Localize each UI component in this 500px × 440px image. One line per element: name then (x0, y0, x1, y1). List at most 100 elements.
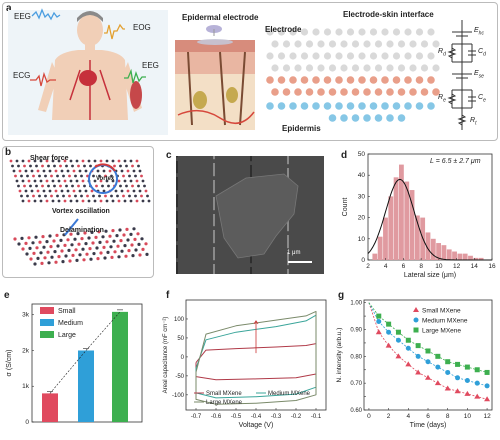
lattice-atom (111, 159, 115, 163)
lattice-atom (26, 194, 29, 198)
sem-texture (287, 236, 289, 238)
lattice-atom (39, 251, 43, 255)
circuit-label-rt: Rt (470, 117, 477, 127)
sem-texture (213, 216, 215, 218)
sem-texture (176, 172, 178, 174)
lattice-atom (93, 159, 97, 163)
lattice-atom (54, 260, 58, 264)
lattice-atom (127, 249, 131, 253)
sem-texture (213, 236, 215, 238)
lattice-atom (140, 194, 143, 198)
sem-texture (176, 181, 178, 183)
lattice-atom (113, 250, 117, 254)
lattice-atom (18, 189, 22, 193)
lattice-atom (131, 164, 134, 168)
sem-texture (250, 170, 252, 172)
x-tick-label: -0.2 (291, 414, 302, 420)
histogram-bar (425, 232, 431, 260)
lattice-atom (38, 194, 41, 198)
lattice-atom (39, 199, 43, 203)
sem-texture (250, 156, 252, 158)
data-point (484, 369, 490, 375)
interface-particle (392, 52, 401, 60)
interface-particle (300, 102, 309, 110)
interface-particle (369, 28, 378, 36)
sem-texture (176, 254, 178, 256)
histogram-bar (462, 253, 468, 260)
lattice-atom (68, 194, 71, 198)
lattice-atom (21, 199, 25, 203)
interface-particle (317, 88, 325, 96)
lattice-atom (63, 159, 67, 163)
sem-texture (213, 172, 215, 174)
interface-particle (386, 88, 394, 96)
sem-texture (287, 264, 289, 266)
data-point (395, 329, 401, 335)
lattice-atom (141, 247, 145, 251)
sem-texture (213, 175, 215, 177)
lattice-atom (69, 179, 73, 183)
lattice-atom (38, 174, 41, 178)
lattice-atom (123, 179, 127, 183)
sem-texture (287, 172, 289, 174)
data-point (474, 393, 481, 399)
sem-texture (213, 215, 215, 217)
sem-texture (250, 167, 252, 169)
lattice-atom (36, 256, 40, 260)
sem-texture (213, 217, 215, 219)
lattice-atom (77, 242, 81, 246)
sem-texture (250, 158, 252, 160)
interface-particle (420, 88, 429, 96)
sem-texture (176, 272, 178, 274)
lattice-atom (130, 243, 134, 247)
lattice-atom (65, 164, 68, 168)
sem-texture (213, 223, 215, 225)
sem-texture (213, 255, 215, 257)
x-tick-label: 6 (402, 263, 406, 270)
interface-particle (404, 52, 412, 60)
sem-texture (176, 162, 178, 164)
histogram-bar (457, 253, 463, 260)
circuit-label-ce: Ce (478, 94, 486, 104)
sem-texture (213, 271, 215, 273)
y-tick-label: 0 (361, 257, 365, 264)
sem-texture (250, 267, 252, 269)
sem-texture (213, 165, 215, 167)
lattice-atom (56, 244, 60, 248)
lattice-atom (51, 199, 55, 203)
sem-texture (176, 186, 178, 188)
data-point (435, 364, 441, 370)
lattice-atom (31, 241, 35, 245)
sem-texture (287, 238, 289, 240)
lattice-atom (51, 159, 55, 163)
interface-particle (271, 64, 279, 72)
lattice-atom (123, 244, 127, 248)
interface-particle (432, 64, 440, 72)
interface-particle (427, 102, 435, 110)
lattice-atom (47, 164, 50, 168)
interface-particle (328, 88, 337, 96)
lattice-atom (53, 250, 57, 254)
label-ecg: ECG (13, 71, 31, 80)
interface-particle (381, 52, 389, 60)
sem-texture (287, 241, 289, 243)
sem-texture (287, 226, 289, 228)
y-tick-label: -100 (172, 393, 185, 399)
lattice-atom (32, 174, 35, 178)
data-point (434, 380, 441, 386)
sem-texture (213, 188, 215, 190)
sem-texture (213, 219, 215, 221)
sem-texture (213, 239, 215, 241)
sem-texture (213, 208, 215, 210)
sem-texture (213, 183, 215, 185)
legend-swatch (40, 307, 54, 314)
interface-particle (271, 88, 279, 96)
lattice-atom (42, 245, 46, 249)
lattice-atom (117, 159, 121, 163)
lattice-atom (59, 184, 62, 188)
lattice-atom (140, 174, 143, 178)
lattice-atom (20, 174, 23, 178)
lattice-atom (85, 252, 89, 256)
sem-texture (213, 173, 215, 175)
sem-texture (176, 270, 178, 272)
